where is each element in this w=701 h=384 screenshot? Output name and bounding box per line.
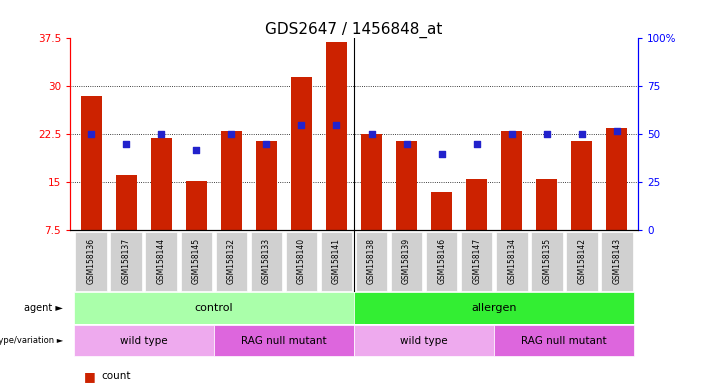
- Text: RAG null mutant: RAG null mutant: [522, 336, 607, 346]
- Point: [576, 131, 587, 137]
- Text: GSM158145: GSM158145: [192, 238, 200, 284]
- Bar: [221, 131, 242, 230]
- Text: GSM158146: GSM158146: [437, 238, 446, 284]
- Text: GSM158143: GSM158143: [613, 238, 621, 284]
- Text: wild type: wild type: [120, 336, 168, 346]
- FancyBboxPatch shape: [391, 232, 422, 291]
- Text: RAG null mutant: RAG null mutant: [241, 336, 327, 346]
- FancyBboxPatch shape: [354, 293, 634, 324]
- Bar: [361, 134, 382, 230]
- Text: allergen: allergen: [472, 303, 517, 313]
- Point: [296, 122, 307, 128]
- Text: count: count: [102, 371, 131, 381]
- FancyBboxPatch shape: [355, 232, 387, 291]
- Text: ■: ■: [84, 370, 96, 383]
- Text: GSM158139: GSM158139: [402, 238, 411, 284]
- Text: GSM158135: GSM158135: [543, 238, 551, 284]
- FancyBboxPatch shape: [426, 232, 457, 291]
- FancyBboxPatch shape: [286, 232, 317, 291]
- Bar: [256, 141, 277, 230]
- Point: [401, 141, 412, 147]
- Bar: [606, 128, 627, 230]
- Text: GSM158137: GSM158137: [122, 238, 130, 284]
- FancyBboxPatch shape: [111, 232, 142, 291]
- Point: [506, 131, 517, 137]
- FancyBboxPatch shape: [354, 325, 494, 356]
- Text: GSM158142: GSM158142: [578, 238, 586, 284]
- FancyBboxPatch shape: [461, 232, 492, 291]
- Text: GSM158147: GSM158147: [472, 238, 481, 284]
- FancyBboxPatch shape: [214, 325, 354, 356]
- Point: [156, 131, 167, 137]
- Text: GSM158132: GSM158132: [227, 238, 236, 284]
- Bar: [326, 41, 347, 230]
- Text: genotype/variation ►: genotype/variation ►: [0, 336, 63, 345]
- Text: GSM158136: GSM158136: [87, 238, 95, 284]
- Bar: [466, 179, 487, 230]
- Bar: [571, 141, 592, 230]
- FancyBboxPatch shape: [146, 232, 177, 291]
- Text: agent ►: agent ►: [25, 303, 63, 313]
- Text: GSM158133: GSM158133: [262, 238, 271, 284]
- Point: [86, 131, 97, 137]
- Text: GSM158138: GSM158138: [367, 238, 376, 284]
- Point: [541, 131, 552, 137]
- Point: [366, 131, 377, 137]
- Bar: [501, 131, 522, 230]
- Bar: [431, 192, 452, 230]
- FancyBboxPatch shape: [496, 232, 528, 291]
- Text: GSM158140: GSM158140: [297, 238, 306, 284]
- FancyBboxPatch shape: [76, 232, 107, 291]
- Bar: [116, 175, 137, 230]
- Bar: [291, 77, 312, 230]
- Point: [121, 141, 132, 147]
- Point: [191, 147, 202, 153]
- FancyBboxPatch shape: [251, 232, 282, 291]
- Title: GDS2647 / 1456848_at: GDS2647 / 1456848_at: [265, 22, 443, 38]
- FancyBboxPatch shape: [216, 232, 247, 291]
- FancyBboxPatch shape: [320, 232, 353, 291]
- Text: control: control: [194, 303, 233, 313]
- Point: [436, 151, 447, 157]
- Point: [226, 131, 237, 137]
- FancyBboxPatch shape: [181, 232, 212, 291]
- FancyBboxPatch shape: [531, 232, 562, 291]
- FancyBboxPatch shape: [74, 293, 354, 324]
- Text: wild type: wild type: [400, 336, 448, 346]
- Bar: [151, 137, 172, 230]
- Bar: [186, 181, 207, 230]
- Bar: [396, 141, 417, 230]
- FancyBboxPatch shape: [74, 325, 214, 356]
- Point: [331, 122, 342, 128]
- Text: GSM158141: GSM158141: [332, 238, 341, 284]
- FancyBboxPatch shape: [566, 232, 597, 291]
- Text: GSM158144: GSM158144: [157, 238, 165, 284]
- Point: [611, 127, 622, 134]
- Bar: [536, 179, 557, 230]
- Point: [261, 141, 272, 147]
- Point: [471, 141, 482, 147]
- FancyBboxPatch shape: [601, 232, 633, 291]
- Text: GSM158134: GSM158134: [508, 238, 516, 284]
- FancyBboxPatch shape: [494, 325, 634, 356]
- Bar: [81, 96, 102, 230]
